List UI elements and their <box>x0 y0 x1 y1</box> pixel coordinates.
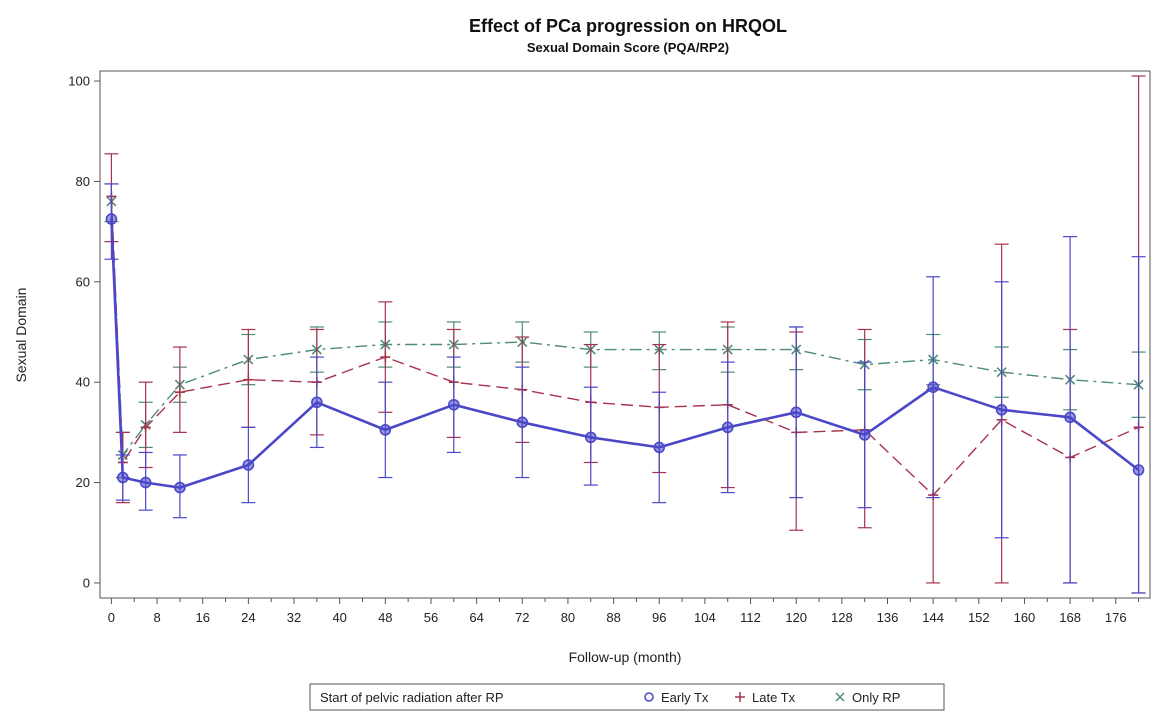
y-tick-label-20: 20 <box>76 475 90 490</box>
legend-late-marker <box>735 692 745 702</box>
x-tick-label-136: 136 <box>877 610 899 625</box>
y-tick-label-40: 40 <box>76 375 90 390</box>
early-tx-point <box>721 421 734 434</box>
early-tx-point <box>790 406 802 419</box>
early-tx-point <box>584 431 597 444</box>
early-tx-point <box>1064 411 1076 424</box>
chart-title: Effect of PCa progression on HRQOL <box>469 16 787 36</box>
y-axis-label: Sexual Domain <box>13 288 29 383</box>
only-rp-line <box>110 201 1139 456</box>
x-tick-label-0: 0 <box>108 610 115 625</box>
x-tick-label-112: 112 <box>740 610 761 625</box>
early-tx-point <box>105 213 118 225</box>
x-axis-label: Follow-up (month) <box>569 649 682 665</box>
x-tick-label-32: 32 <box>287 610 301 625</box>
x-axis: 0 8 16 24 32 40 48 56 64 72 80 88 96 104 112 120 128 136 1… <box>108 598 1140 625</box>
x-tick-label-56: 56 <box>424 610 438 625</box>
x-tick-label-40: 40 <box>332 610 346 625</box>
early-tx-point <box>139 476 152 489</box>
legend-box <box>309 683 945 711</box>
x-tick-label-96: 96 <box>652 610 666 625</box>
early-tx-point <box>858 429 871 441</box>
x-tick-label-64: 64 <box>469 610 483 625</box>
plot-frame <box>99 70 1151 599</box>
late-tx-point <box>140 422 151 433</box>
early-tx-point <box>653 441 666 454</box>
legend-only-marker <box>835 692 845 702</box>
early-tx-point <box>927 381 939 394</box>
y-tick-label-0: 0 <box>83 575 90 590</box>
x-tick-label-120: 120 <box>785 610 807 625</box>
series-early-tx <box>104 183 1146 594</box>
series-layer <box>104 75 1146 594</box>
late-tx-line <box>110 196 1139 496</box>
x-tick-label-16: 16 <box>195 610 209 625</box>
legend-only-label: Only RP <box>852 690 900 705</box>
legend-title: Start of pelvic radiation after RP <box>320 690 504 705</box>
early-tx-point <box>995 403 1008 416</box>
late-tx-point <box>243 374 254 385</box>
x-tick-label-160: 160 <box>1014 610 1036 625</box>
x-tick-label-168: 168 <box>1059 610 1081 625</box>
x-tick-label-72: 72 <box>515 610 529 625</box>
x-tick-label-48: 48 <box>378 610 392 625</box>
y-tick-label-60: 60 <box>76 274 90 289</box>
x-tick-label-144: 144 <box>922 610 944 625</box>
x-tick-label-152: 152 <box>968 610 990 625</box>
x-tick-label-24: 24 <box>241 610 255 625</box>
x-tick-label-176: 176 <box>1105 610 1127 625</box>
early-tx-point <box>379 424 392 436</box>
chart-subtitle: Sexual Domain Score (PQA/RP2) <box>527 40 729 55</box>
early-tx-point <box>242 459 255 471</box>
early-tx-point <box>448 398 460 411</box>
late-tx-point <box>380 352 391 363</box>
legend-early-marker <box>644 692 654 702</box>
x-tick-label-8: 8 <box>153 610 160 625</box>
x-tick-label-104: 104 <box>694 610 716 625</box>
series-only-rp <box>104 183 1146 479</box>
early-tx-point <box>311 396 323 409</box>
y-axis: 0 20 40 60 80 100 <box>68 74 100 590</box>
legend-late-label: Late Tx <box>752 690 796 705</box>
x-tick-label-88: 88 <box>606 610 620 625</box>
y-tick-label-100: 100 <box>68 74 90 89</box>
early-tx-point <box>174 481 186 494</box>
x-tick-label-80: 80 <box>561 610 575 625</box>
early-tx-point <box>1132 464 1145 476</box>
legend: Start of pelvic radiation after RP Early… <box>309 683 945 711</box>
early-tx-point <box>117 471 129 484</box>
series-late-tx <box>104 75 1146 594</box>
y-tick-label-80: 80 <box>76 174 90 189</box>
late-tx-point <box>174 387 185 398</box>
early-tx-line <box>110 219 1140 489</box>
x-tick-label-128: 128 <box>831 610 853 625</box>
early-tx-point <box>516 416 529 429</box>
legend-early-label: Early Tx <box>661 690 709 705</box>
